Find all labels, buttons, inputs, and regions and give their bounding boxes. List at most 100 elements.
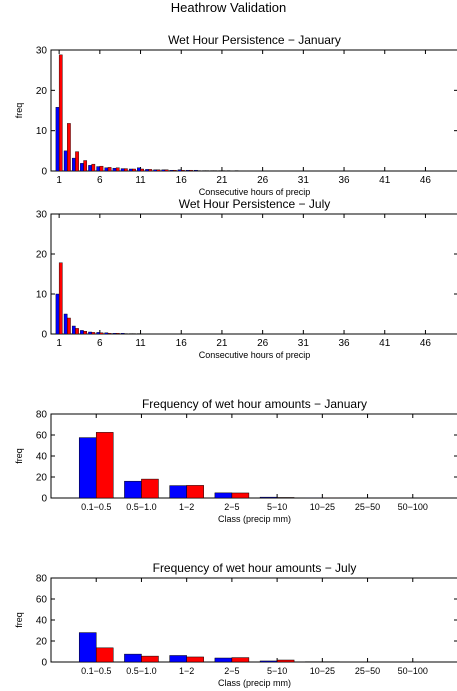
bar-series-1 (214, 657, 233, 663)
bar-series-1 (145, 169, 149, 172)
x-tick-label: 10−25 (310, 666, 335, 676)
figure-suptitle: Heathrow Validation (170, 0, 287, 15)
x-tick-label: 21 (216, 338, 228, 349)
x-tick-label: 41 (379, 338, 391, 349)
plot-frame (50, 49, 457, 172)
bar-series-1 (88, 165, 92, 172)
bar-series-1 (96, 332, 101, 335)
bar-series-2 (83, 160, 88, 172)
y-tick-label: 20 (36, 250, 48, 261)
chart-title: Wet Hour Persistence − July (179, 197, 331, 211)
bar-series-1 (104, 332, 109, 335)
y-tick-label: 40 (36, 452, 48, 463)
bar-series-2 (95, 432, 114, 499)
x-axis-label: Consecutive hours of precip (199, 350, 311, 360)
y-tick-label: 30 (36, 46, 48, 57)
bar-series-2 (140, 168, 144, 172)
bar-series-2 (124, 168, 128, 172)
x-tick-label: 6 (97, 338, 103, 349)
x-tick-label: 46 (420, 338, 432, 349)
bar-series-1 (124, 653, 142, 663)
bar-series-1 (120, 168, 125, 172)
bar-series-1 (80, 163, 84, 172)
bar-series-2 (75, 328, 79, 335)
x-tick-label: 26 (257, 338, 269, 349)
y-tick-label: 80 (36, 574, 48, 585)
bar-series-2 (141, 655, 159, 663)
bar-series-2 (99, 165, 104, 172)
y-tick-label: 0 (41, 330, 47, 341)
y-tick-label: 60 (36, 595, 48, 606)
bar-series-2 (91, 163, 96, 172)
y-tick-label: 0 (41, 658, 47, 669)
x-tick-label: 11 (135, 338, 146, 349)
bar-series-1 (112, 333, 117, 335)
bar-series-2 (91, 332, 96, 335)
x-tick-label: 46 (420, 175, 432, 186)
bar-series-1 (71, 157, 76, 172)
bar-series-1 (137, 167, 141, 172)
bar-series-2 (107, 167, 112, 172)
x-tick-label: 11 (135, 175, 146, 186)
x-tick-label: 0.1−0.5 (81, 666, 111, 676)
x-axis-label: Class (precip mm) (218, 678, 291, 688)
chart-title: Frequency of wet hour amounts − July (153, 561, 357, 575)
bar-series-1 (161, 169, 166, 172)
bar-series-2 (276, 659, 295, 663)
bar-series-1 (169, 655, 187, 663)
bar-series-2 (181, 169, 185, 172)
bar-series-2 (83, 331, 88, 335)
bar-series-1 (112, 167, 117, 172)
bar-series-1 (153, 169, 158, 172)
bar-series-1 (88, 331, 92, 335)
bar-series-1 (71, 325, 76, 335)
y-tick-label: 60 (36, 431, 48, 442)
bar-series-2 (231, 492, 250, 499)
x-tick-label: 1 (56, 338, 62, 349)
y-tick-label: 30 (36, 210, 48, 221)
bar-series-2 (75, 151, 79, 172)
bar-series-2 (115, 167, 120, 172)
x-tick-label: 25−50 (355, 666, 380, 676)
x-tick-label: 41 (379, 175, 391, 186)
x-tick-label: 6 (97, 175, 103, 186)
bar-series-2 (58, 262, 63, 335)
x-tick-label: 1−2 (179, 502, 194, 512)
x-tick-label: 26 (257, 175, 269, 186)
y-tick-label: 20 (36, 473, 48, 484)
x-tick-label: 2−5 (224, 666, 239, 676)
x-axis-label: Consecutive hours of precip (199, 187, 311, 197)
x-axis-label: Class (precip mm) (218, 514, 291, 524)
bar-series-2 (99, 332, 104, 335)
bar-series-1 (169, 169, 174, 172)
x-tick-label: 36 (338, 338, 350, 349)
bar-series-1 (259, 496, 278, 499)
x-tick-label: 10−25 (310, 502, 335, 512)
bar-series-2 (107, 333, 112, 335)
bar-series-2 (231, 657, 250, 663)
bar-series-1 (124, 480, 142, 499)
bar-series-1 (55, 293, 60, 335)
bar-series-1 (214, 492, 233, 499)
x-tick-label: 5−10 (267, 666, 287, 676)
bar-series-2 (58, 54, 63, 172)
x-tick-label: 50−100 (398, 666, 428, 676)
x-tick-label: 1 (56, 175, 62, 186)
x-tick-label: 25−50 (355, 502, 380, 512)
x-tick-label: 21 (216, 175, 228, 186)
bar-series-2 (115, 333, 120, 335)
y-tick-label: 80 (36, 410, 48, 421)
bar-series-2 (164, 169, 169, 172)
y-axis-label: freq (14, 448, 24, 464)
bar-series-2 (67, 123, 71, 172)
bar-series-2 (95, 647, 114, 663)
y-tick-label: 40 (36, 616, 48, 627)
y-tick-label: 10 (36, 290, 48, 301)
bar-series-2 (186, 485, 204, 499)
x-tick-label: 16 (176, 175, 188, 186)
x-tick-label: 31 (298, 175, 310, 186)
bar-series-1 (78, 437, 97, 499)
x-tick-label: 31 (298, 338, 310, 349)
y-axis-label: freq (14, 103, 24, 119)
bar-series-2 (172, 169, 177, 172)
